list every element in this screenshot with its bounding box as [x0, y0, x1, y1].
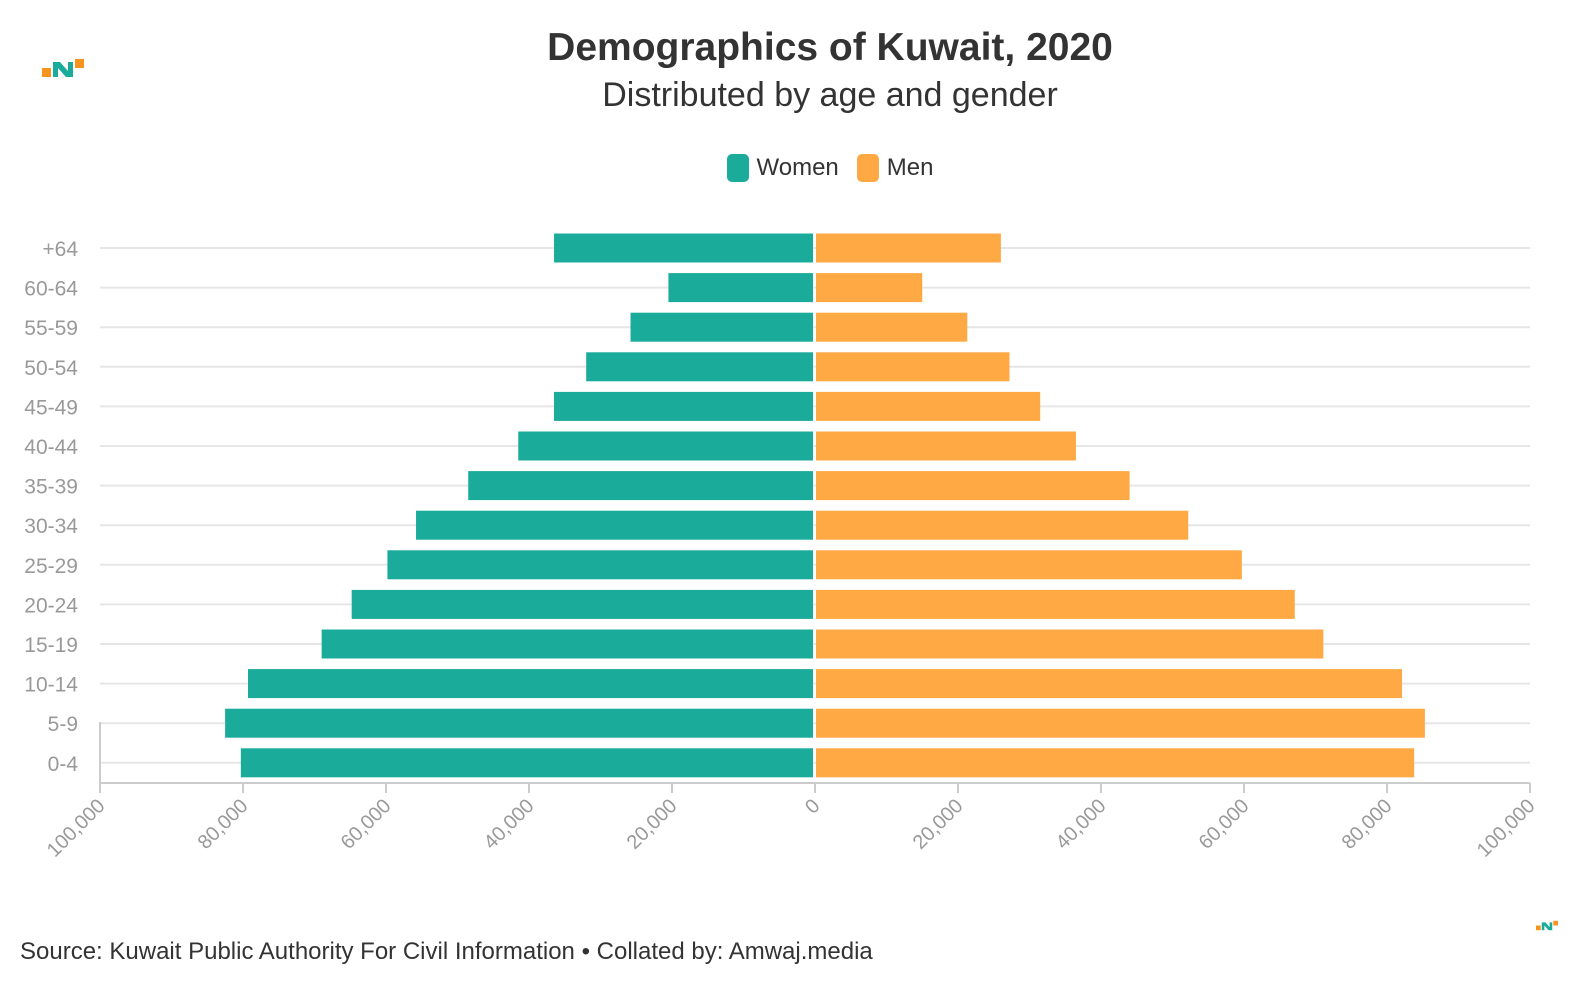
chart-title: Demographics of Kuwait, 2020: [547, 26, 1113, 69]
bar-women[interactable]: [387, 550, 813, 580]
bar-men[interactable]: [816, 312, 968, 342]
y-tick-label: 10-14: [24, 674, 78, 697]
x-tick-label: 0: [801, 795, 824, 818]
x-tick-label: 60,000: [1195, 795, 1254, 854]
bar-men[interactable]: [816, 233, 1001, 263]
bar-women[interactable]: [416, 510, 813, 540]
x-tick-label: 100,000: [1473, 795, 1540, 862]
legend: Women Men: [0, 154, 1592, 182]
y-tick-label: +64: [42, 238, 78, 261]
bar-men[interactable]: [816, 352, 1010, 382]
y-tick-label: 50-54: [24, 357, 78, 380]
x-tick-label: 40,000: [480, 795, 539, 854]
bar-men[interactable]: [816, 629, 1324, 659]
y-tick-label: 15-19: [24, 634, 78, 657]
amwaj-logo-small: [1536, 920, 1558, 931]
y-tick-label: 60-64: [24, 278, 78, 301]
bar-men[interactable]: [816, 748, 1415, 778]
source-note: Source: Kuwait Public Authority For Civi…: [20, 938, 873, 965]
chart-subtitle: Distributed by age and gender: [602, 76, 1058, 114]
y-tick-label: 0-4: [48, 753, 79, 776]
legend-label-women: Women: [756, 154, 839, 181]
bar-women[interactable]: [240, 748, 814, 778]
legend-item-men[interactable]: Men: [856, 154, 934, 182]
bar-men[interactable]: [816, 391, 1041, 421]
x-tick-label: 20,000: [623, 795, 682, 854]
bar-men[interactable]: [816, 273, 923, 303]
amwaj-logo: [42, 59, 84, 77]
bar-men[interactable]: [816, 510, 1189, 540]
bar-women[interactable]: [351, 589, 813, 619]
legend-label-men: Men: [886, 154, 934, 181]
bar-men[interactable]: [816, 471, 1130, 501]
bar-men[interactable]: [816, 669, 1403, 699]
bar-women[interactable]: [586, 352, 813, 382]
bar-women[interactable]: [630, 312, 813, 342]
x-tick-label: 80,000: [1338, 795, 1397, 854]
bar-women[interactable]: [321, 629, 813, 659]
bar-women[interactable]: [225, 708, 813, 738]
bar-women[interactable]: [554, 391, 813, 421]
y-tick-label: 20-24: [24, 594, 78, 617]
x-tick-label: 40,000: [1052, 795, 1111, 854]
y-tick-label: 25-29: [24, 555, 78, 578]
bar-women[interactable]: [468, 471, 813, 501]
bar-men[interactable]: [816, 589, 1295, 619]
x-tick-label: 20,000: [909, 795, 968, 854]
y-tick-label: 45-49: [24, 396, 78, 419]
bar-women[interactable]: [554, 233, 813, 263]
legend-swatch-women: [726, 154, 749, 182]
y-tick-label: 30-34: [24, 515, 78, 538]
y-tick-label: 5-9: [48, 713, 78, 736]
y-tick-label: 55-59: [24, 317, 78, 340]
x-tick-label: 80,000: [194, 795, 253, 854]
legend-item-women[interactable]: Women: [726, 154, 839, 182]
bar-men[interactable]: [816, 431, 1076, 461]
bar-women[interactable]: [668, 273, 813, 303]
legend-swatch-men: [856, 154, 879, 182]
x-tick-label: 100,000: [43, 795, 110, 862]
bar-men[interactable]: [816, 550, 1242, 580]
bar-women[interactable]: [518, 431, 813, 461]
y-tick-label: 40-44: [24, 436, 78, 459]
bar-women[interactable]: [248, 669, 813, 699]
y-tick-label: 35-39: [24, 476, 78, 499]
x-tick-label: 60,000: [337, 795, 396, 854]
bar-men[interactable]: [816, 708, 1425, 738]
